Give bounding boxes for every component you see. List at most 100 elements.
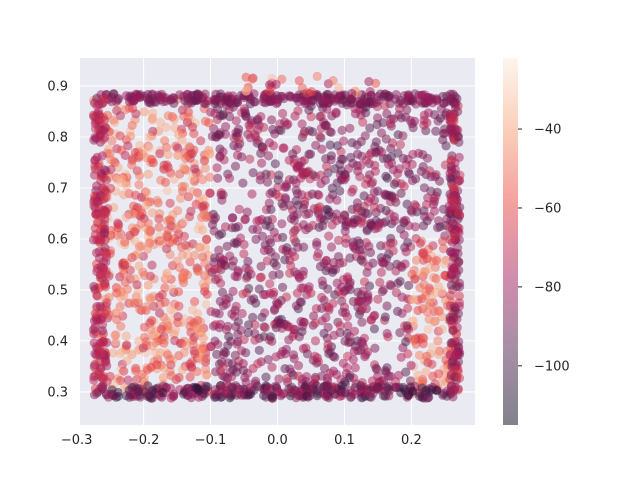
scatter-point	[325, 194, 335, 204]
scatter-point	[296, 316, 306, 327]
scatter-point	[297, 327, 307, 337]
scatter-point	[142, 187, 152, 198]
scatter-point	[366, 179, 376, 189]
scatter-point	[217, 287, 228, 297]
scatter-point	[322, 381, 332, 391]
scatter-point	[221, 122, 231, 132]
scatter-point	[185, 372, 195, 382]
y-tick-label: 0.6	[47, 232, 68, 247]
scatter-point	[404, 280, 414, 291]
scatter-point	[273, 299, 283, 309]
scatter-point	[365, 123, 375, 133]
scatter-point	[115, 131, 125, 141]
scatter-point	[119, 366, 129, 376]
scatter-point	[371, 98, 381, 108]
scatter-point	[225, 173, 235, 183]
scatter-point	[231, 116, 241, 126]
scatter-point	[240, 214, 250, 224]
scatter-point	[198, 193, 208, 204]
scatter-point	[165, 354, 175, 364]
scatter-point	[387, 158, 397, 168]
scatter-point	[302, 98, 312, 108]
scatter-point	[432, 95, 442, 105]
scatter-point	[410, 274, 420, 284]
scatter-point	[330, 389, 340, 399]
scatter-point	[165, 198, 175, 208]
scatter-point	[350, 363, 360, 373]
scatter-point	[297, 119, 307, 129]
scatter-point	[407, 159, 417, 169]
scatter-point	[126, 131, 136, 141]
scatter-point	[220, 222, 231, 232]
scatter-point	[439, 259, 449, 269]
scatter-point	[283, 119, 293, 129]
scatter-point	[386, 192, 397, 202]
scatter-point	[333, 235, 344, 245]
scatter-point	[175, 169, 185, 179]
scatter-point	[336, 154, 346, 164]
scatter-point	[254, 345, 264, 355]
scatter-point	[205, 172, 215, 182]
scatter-point	[99, 228, 109, 238]
scatter-point	[120, 277, 130, 287]
scatter-point	[352, 140, 362, 150]
scatter-point	[218, 147, 228, 157]
scatter-point	[233, 97, 243, 107]
scatter-point	[90, 230, 100, 240]
scatter-point	[380, 101, 390, 111]
scatter-point	[411, 255, 421, 265]
scatter-point	[241, 348, 251, 358]
scatter-point	[142, 365, 153, 375]
scatter-point	[154, 222, 164, 232]
x-tick-label: 0.2	[401, 433, 422, 448]
scatter-point	[143, 280, 153, 290]
scatter-point	[339, 286, 349, 296]
scatter-point	[101, 208, 111, 218]
y-tick-label: 0.4	[47, 334, 68, 349]
scatter-point	[453, 309, 463, 319]
scatter-point	[120, 237, 130, 247]
scatter-point	[454, 291, 464, 301]
scatter-point	[120, 260, 130, 270]
scatter-point	[338, 95, 348, 105]
scatter-point	[404, 169, 414, 179]
scatter-point	[178, 275, 188, 285]
scatter-point	[448, 326, 458, 336]
scatter-point	[437, 287, 447, 297]
scatter-point	[234, 124, 244, 134]
scatter-point	[210, 253, 220, 263]
scatter-point	[264, 384, 274, 394]
scatter-point	[381, 367, 391, 378]
scatter-point	[187, 122, 198, 132]
scatter-point	[289, 234, 299, 244]
scatter-point	[95, 301, 105, 311]
scatter-point	[380, 386, 390, 396]
scatter-point	[159, 338, 169, 348]
scatter-point	[113, 306, 123, 316]
scatter-point	[299, 220, 309, 230]
scatter-point	[323, 340, 333, 350]
scatter-point	[127, 349, 137, 360]
scatter-point	[411, 234, 421, 244]
scatter-point	[305, 149, 316, 159]
scatter-point	[89, 372, 99, 382]
scatter-point	[403, 349, 413, 359]
scatter-point	[328, 366, 339, 376]
y-tick-label: 0.7	[47, 181, 68, 196]
scatter-point	[377, 147, 387, 157]
scatter-point	[138, 149, 148, 159]
scatter-point	[130, 298, 140, 308]
scatter-point	[261, 169, 271, 179]
scatter-point	[395, 328, 405, 338]
scatter-point	[265, 234, 275, 245]
scatter-point	[278, 108, 288, 119]
scatter-point	[116, 321, 126, 331]
scatter-point	[132, 92, 142, 102]
scatter-point	[147, 260, 157, 270]
scatter-point	[330, 382, 340, 392]
scatter-point	[324, 231, 334, 241]
scatter-point	[417, 294, 427, 304]
scatter-point	[312, 71, 322, 81]
x-tick-label: −0.2	[128, 433, 160, 448]
